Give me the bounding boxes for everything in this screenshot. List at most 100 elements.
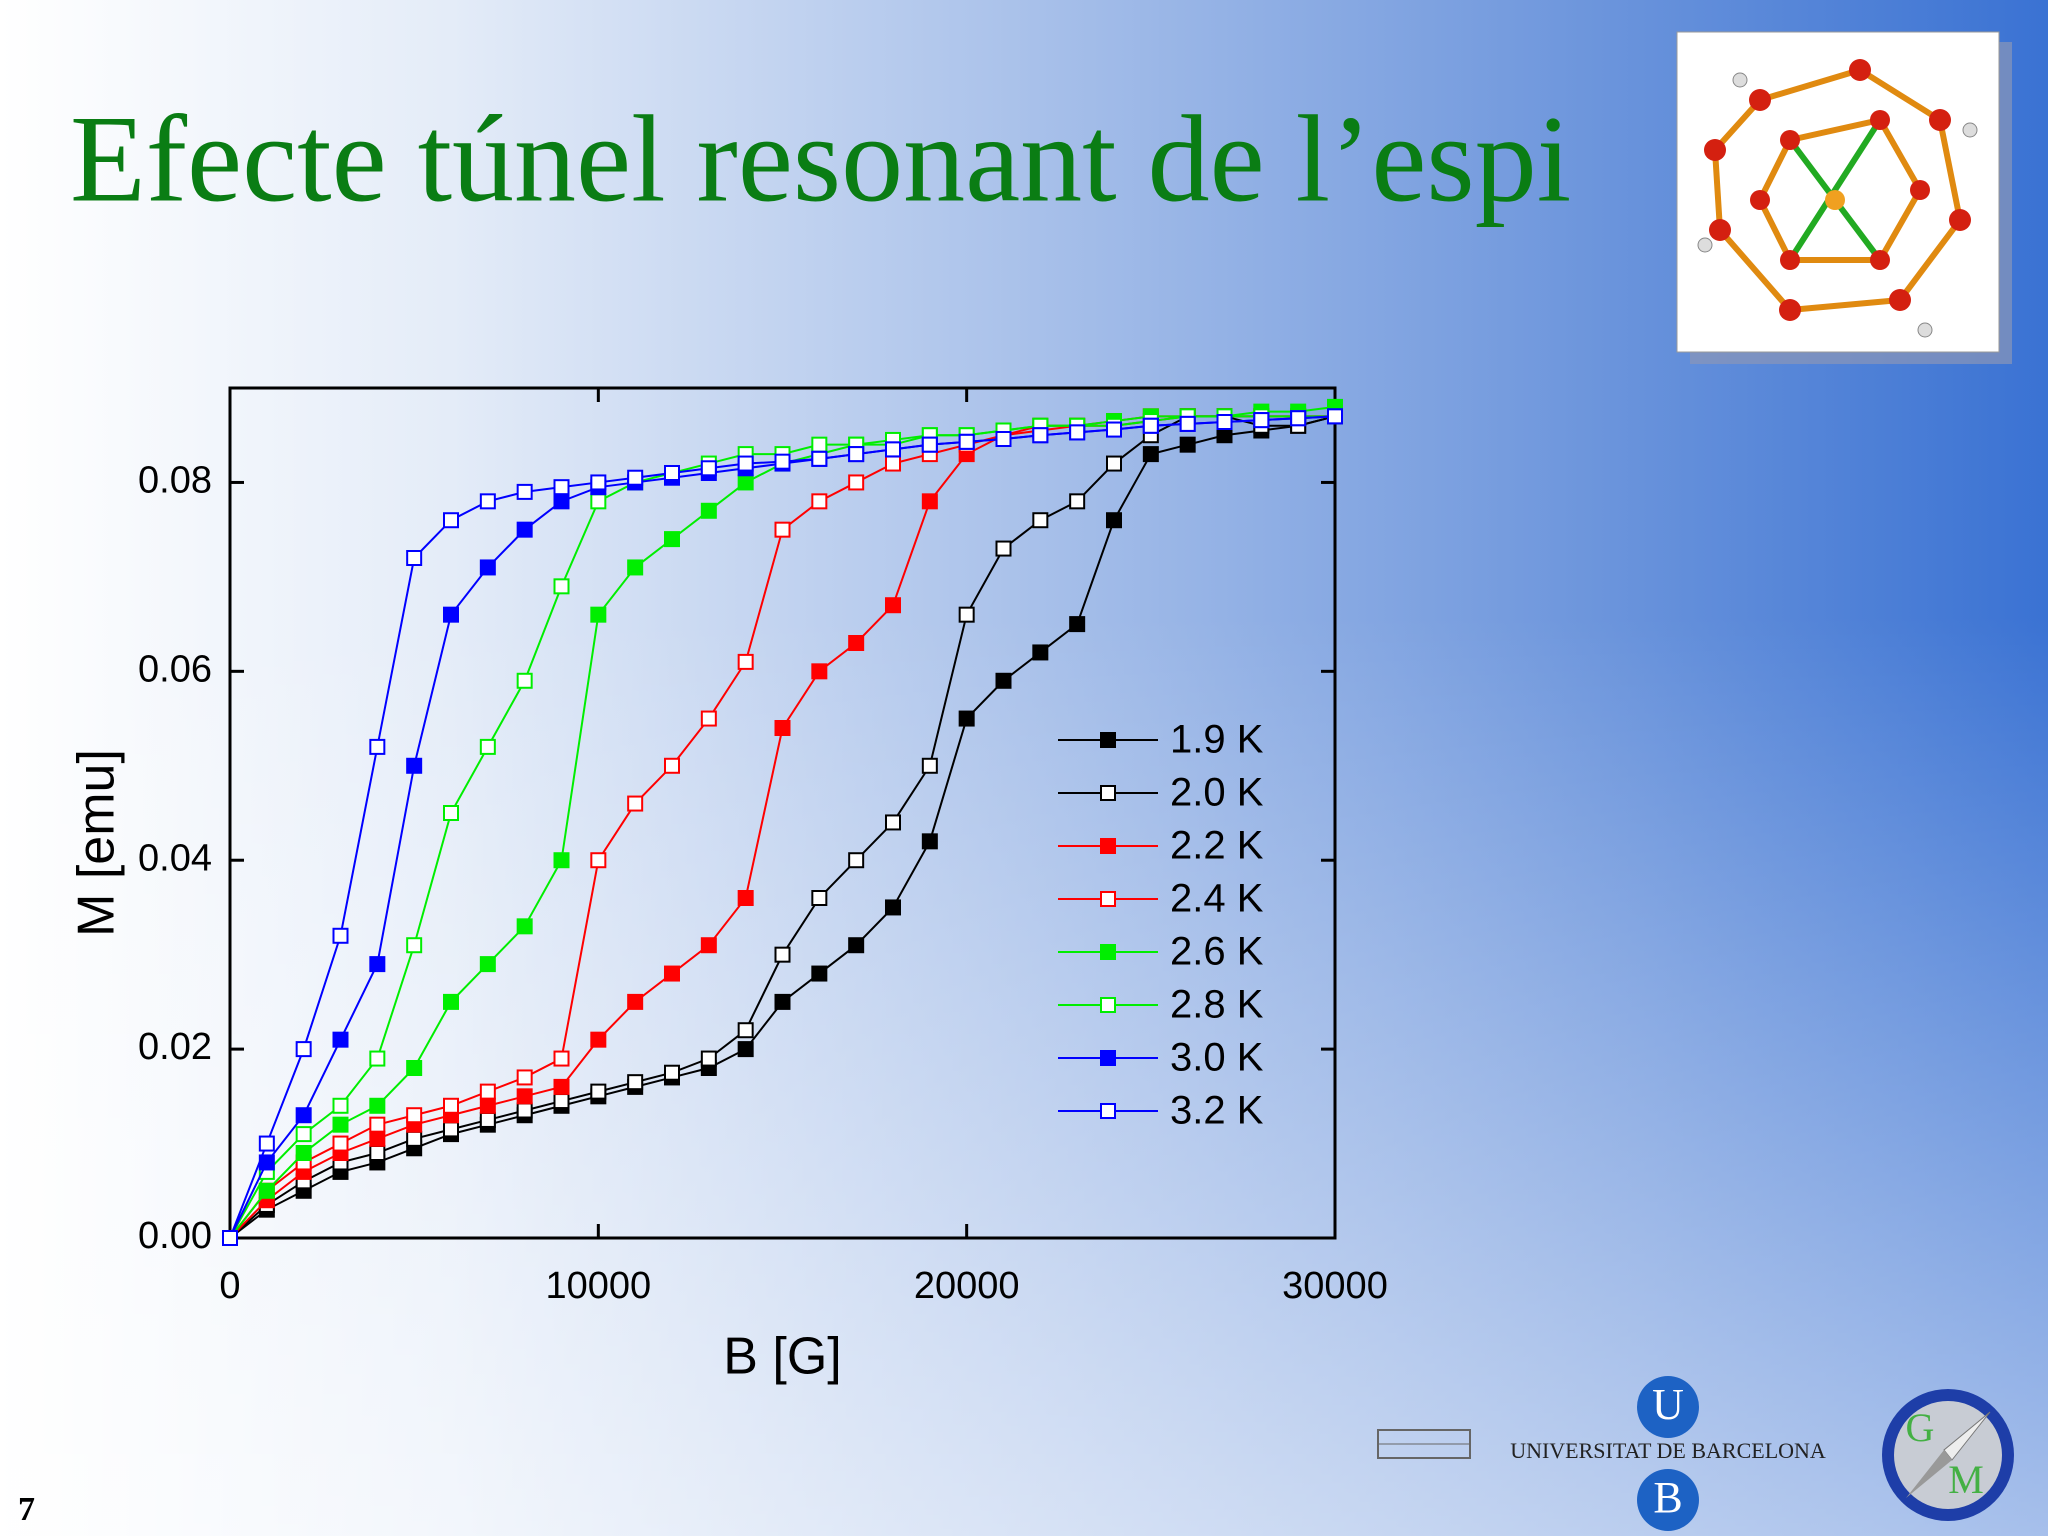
data-point [627,469,644,486]
data-point [516,1102,533,1119]
data-point [479,559,496,576]
legend-label: 3.0 K [1170,1036,1264,1080]
slide-title: Efecte túnel resonant de l’espi [70,90,1571,227]
data-point [332,1135,349,1152]
data-point [811,663,828,680]
data-point [774,521,791,538]
data-point [848,474,865,491]
data-point [590,493,607,510]
data-point [737,474,754,491]
legend-marker [1100,732,1116,748]
data-point [627,795,644,812]
legend-marker [1100,1103,1116,1119]
data-point [627,1074,644,1091]
data-point [958,433,975,450]
data-point [443,1097,459,1114]
data-point [443,606,459,623]
data-point [406,937,423,954]
data-point [737,1041,754,1058]
data-point [295,1126,312,1143]
data-point [553,578,570,595]
data-point [811,965,828,982]
logo-u: U [1652,1380,1684,1429]
data-point [369,1130,386,1147]
data-point [737,455,754,472]
plot-frame [228,386,1337,1240]
data-point [1142,417,1159,434]
data-point [700,502,717,519]
page-number: 7 [18,1491,35,1528]
data-point [369,1116,386,1133]
data-point [590,474,607,491]
data-point [1179,415,1196,432]
data-point [737,653,754,670]
data-point [1327,408,1343,425]
data-point [848,635,865,651]
legend-marker [1100,1050,1116,1066]
data-point [332,1097,349,1114]
data-point [443,993,459,1010]
y-tick-label: 0.06 [138,648,212,690]
data-point [627,993,644,1010]
data-point [848,446,865,463]
data-point [222,1230,238,1246]
data-point [553,479,570,496]
data-point [406,1060,423,1076]
data-point [664,965,680,982]
data-point [1069,424,1086,441]
data-point [516,918,533,935]
data-point [774,720,791,736]
data-point [590,1083,607,1100]
x-axis-label: B [G] [723,1328,841,1386]
data-point [848,937,865,954]
data-point [664,531,680,548]
data-point [590,606,607,623]
data-point [443,1121,459,1138]
legend-label: 2.4 K [1170,877,1264,921]
data-point [332,1031,349,1048]
legend-marker [1100,785,1116,801]
data-point [921,436,938,453]
x-tick-label: 20000 [914,1265,1020,1307]
data-point [1032,427,1049,444]
data-point [1106,421,1122,438]
legend-marker [1100,997,1116,1013]
data-point [406,550,423,566]
data-point [664,465,680,481]
data-point [774,946,791,963]
data-point [553,493,570,510]
data-point [921,833,938,850]
legend-marker [1100,891,1116,907]
data-point [921,493,938,510]
data-point [369,1145,386,1161]
data-point [700,460,717,477]
data-point [885,814,901,831]
data-point [700,710,717,727]
y-tick-label: 0.08 [138,459,212,501]
data-point [811,493,828,510]
data-point [1216,414,1233,430]
data-point [1179,436,1196,453]
logo-m: M [1948,1457,1984,1502]
data-point [885,455,901,472]
data-point [479,738,496,755]
data-point [1106,512,1122,529]
data-point [369,1050,386,1067]
data-point [737,1022,754,1039]
data-point [1142,446,1159,463]
data-point [995,431,1012,447]
data-point [332,927,349,944]
data-point [885,899,901,916]
data-point [443,805,459,821]
data-point [516,672,533,689]
data-point [553,1050,570,1067]
data-point [811,450,828,467]
data-point [258,1135,275,1152]
data-point [406,1130,423,1147]
y-tick-label: 0.00 [138,1215,212,1257]
legend-label: 3.2 K [1170,1089,1264,1133]
data-point [406,757,423,774]
data-point [443,512,459,529]
